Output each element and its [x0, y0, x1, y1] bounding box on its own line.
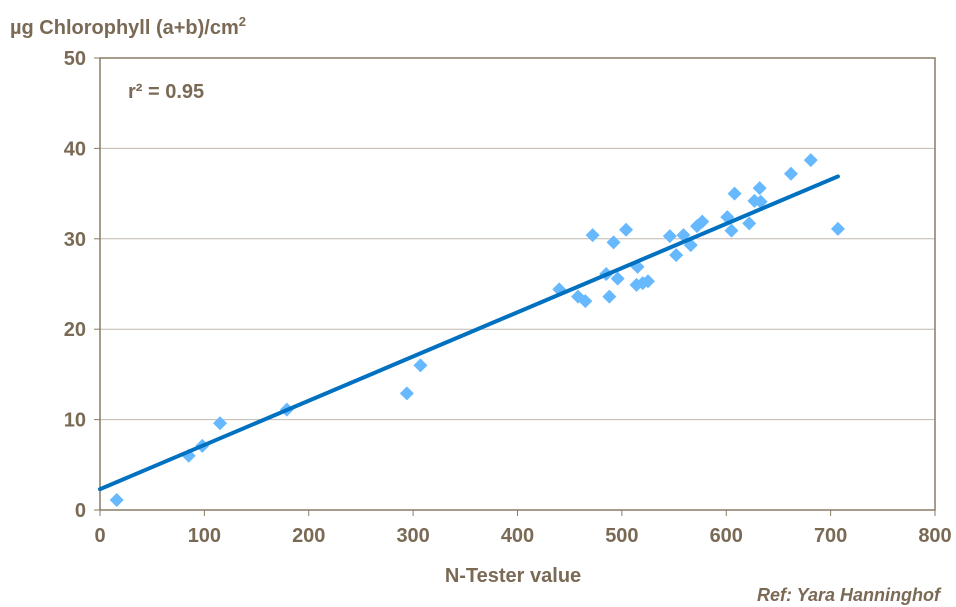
data-point — [640, 274, 655, 289]
data-point — [753, 194, 768, 209]
y-tick-label: 50 — [64, 48, 86, 70]
gridlines — [100, 147, 935, 421]
data-point — [803, 153, 818, 168]
data-point — [213, 416, 228, 431]
y-tick-label: 20 — [64, 319, 86, 341]
y-axis-label: µg Chlorophyll (a+b)/cm2 — [10, 14, 246, 39]
x-tick-label: 600 — [710, 525, 743, 547]
data-point — [662, 229, 677, 244]
x-tick-label: 700 — [814, 525, 847, 547]
data-point — [695, 214, 710, 229]
plot-frame — [99, 57, 936, 511]
data-point — [399, 386, 414, 401]
y-tick-label: 0 — [75, 500, 86, 522]
x-tick-label: 100 — [188, 525, 221, 547]
data-point — [669, 248, 684, 263]
y-tick-label: 30 — [64, 229, 86, 251]
data-point — [783, 166, 798, 181]
x-tick-label: 500 — [605, 525, 638, 547]
data-point — [413, 358, 428, 373]
data-point — [602, 289, 617, 304]
trendline — [98, 174, 840, 492]
data-point — [752, 181, 767, 196]
y-axis: 0 10 20 30 40 50 — [64, 48, 100, 522]
data-point — [585, 228, 600, 243]
data-points — [109, 153, 845, 508]
x-tick-label: 0 — [94, 525, 105, 547]
data-point — [727, 186, 742, 201]
x-tick-label: 200 — [292, 525, 325, 547]
data-point — [619, 222, 634, 237]
x-tick-label: 800 — [918, 525, 951, 547]
x-axis: 0 100 200 300 400 500 600 700 800 — [94, 510, 952, 547]
data-point — [578, 294, 593, 309]
data-point — [742, 216, 757, 231]
data-point — [724, 223, 739, 238]
r-squared-annotation: r² = 0.95 — [128, 81, 204, 103]
x-tick-label: 300 — [396, 525, 429, 547]
data-point — [606, 235, 621, 250]
y-tick-label: 10 — [64, 410, 86, 432]
x-axis-label: N-Tester value — [445, 565, 581, 587]
reference-note: Ref: Yara Hanninghof — [757, 585, 942, 605]
x-tick-label: 400 — [501, 525, 534, 547]
data-point — [830, 221, 845, 236]
data-point — [610, 271, 625, 286]
y-tick-label: 40 — [64, 138, 86, 160]
data-point — [109, 493, 124, 508]
